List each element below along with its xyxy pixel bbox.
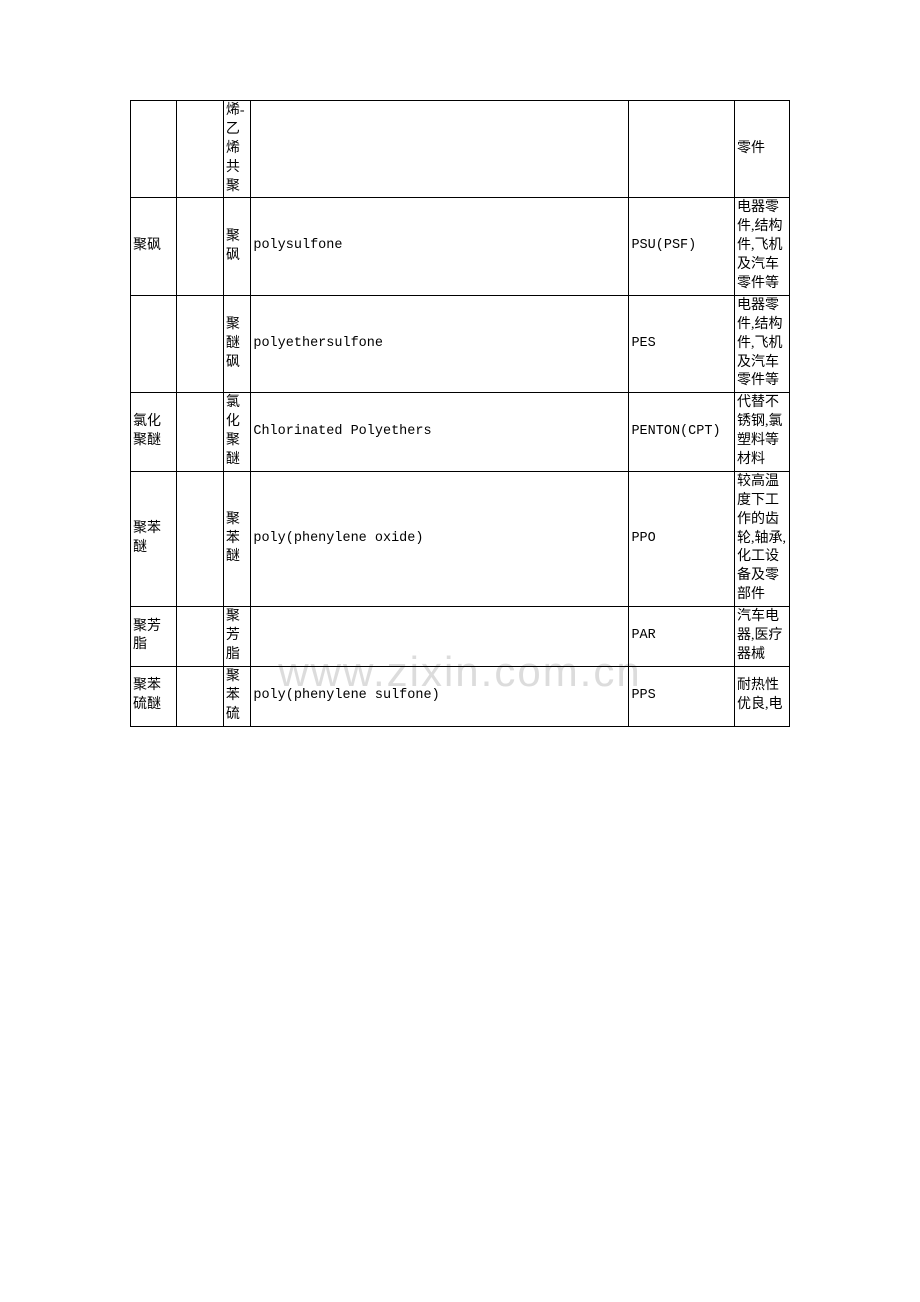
table-row: 聚醚砜 polyethersulfone PES 电器零件,结构件,飞机及汽车零… (131, 295, 790, 392)
cell-usage: 零件 (735, 101, 790, 198)
cell-name-en: poly(phenylene sulfone) (251, 666, 629, 726)
cell-name-en: polyethersulfone (251, 295, 629, 392)
table-row: 氯化聚醚 氯化聚醚 Chlorinated Polyethers PENTON(… (131, 393, 790, 472)
cell-usage: 电器零件,结构件,飞机及汽车零件等 (735, 295, 790, 392)
cell-code: PSU(PSF) (629, 198, 735, 295)
cell-code: PPO (629, 471, 735, 606)
cell-category: 聚苯硫醚 (131, 666, 177, 726)
cell-code (629, 101, 735, 198)
materials-table: 烯-乙烯共聚 零件 聚砜 聚砜 polysulfone PSU(PSF) 电器零… (130, 100, 790, 727)
cell-usage: 耐热性优良,电 (735, 666, 790, 726)
table-row: 烯-乙烯共聚 零件 (131, 101, 790, 198)
cell-name-en (251, 101, 629, 198)
cell-sub (177, 101, 223, 198)
table-row: 聚苯硫醚 聚苯硫 poly(phenylene sulfone) PPS 耐热性… (131, 666, 790, 726)
cell-name-cn: 聚苯醚 (223, 471, 250, 606)
cell-name-en: poly(phenylene oxide) (251, 471, 629, 606)
cell-code: PPS (629, 666, 735, 726)
cell-usage: 电器零件,结构件,飞机及汽车零件等 (735, 198, 790, 295)
cell-sub (177, 666, 223, 726)
cell-name-cn: 聚砜 (223, 198, 250, 295)
cell-category (131, 295, 177, 392)
cell-name-cn: 聚苯硫 (223, 666, 250, 726)
cell-category: 聚芳脂 (131, 607, 177, 667)
table-row: 聚芳脂 聚芳脂 PAR 汽车电器,医疗器械 (131, 607, 790, 667)
cell-name-cn: 氯化聚醚 (223, 393, 250, 472)
cell-category: 聚砜 (131, 198, 177, 295)
cell-name-cn: 聚芳脂 (223, 607, 250, 667)
table-row: 聚苯醚 聚苯醚 poly(phenylene oxide) PPO 较高温度下工… (131, 471, 790, 606)
cell-code: PAR (629, 607, 735, 667)
cell-usage: 较高温度下工作的齿轮,轴承,化工设备及零部件 (735, 471, 790, 606)
cell-sub (177, 198, 223, 295)
cell-sub (177, 295, 223, 392)
cell-usage: 汽车电器,医疗器械 (735, 607, 790, 667)
cell-sub (177, 393, 223, 472)
cell-name-cn: 聚醚砜 (223, 295, 250, 392)
cell-category: 聚苯醚 (131, 471, 177, 606)
cell-name-cn: 烯-乙烯共聚 (223, 101, 250, 198)
cell-name-en (251, 607, 629, 667)
cell-name-en: Chlorinated Polyethers (251, 393, 629, 472)
cell-sub (177, 471, 223, 606)
cell-category (131, 101, 177, 198)
cell-usage: 代替不锈钢,氯塑料等材料 (735, 393, 790, 472)
cell-code: PENTON(CPT) (629, 393, 735, 472)
cell-category: 氯化聚醚 (131, 393, 177, 472)
cell-sub (177, 607, 223, 667)
table-row: 聚砜 聚砜 polysulfone PSU(PSF) 电器零件,结构件,飞机及汽… (131, 198, 790, 295)
cell-name-en: polysulfone (251, 198, 629, 295)
cell-code: PES (629, 295, 735, 392)
